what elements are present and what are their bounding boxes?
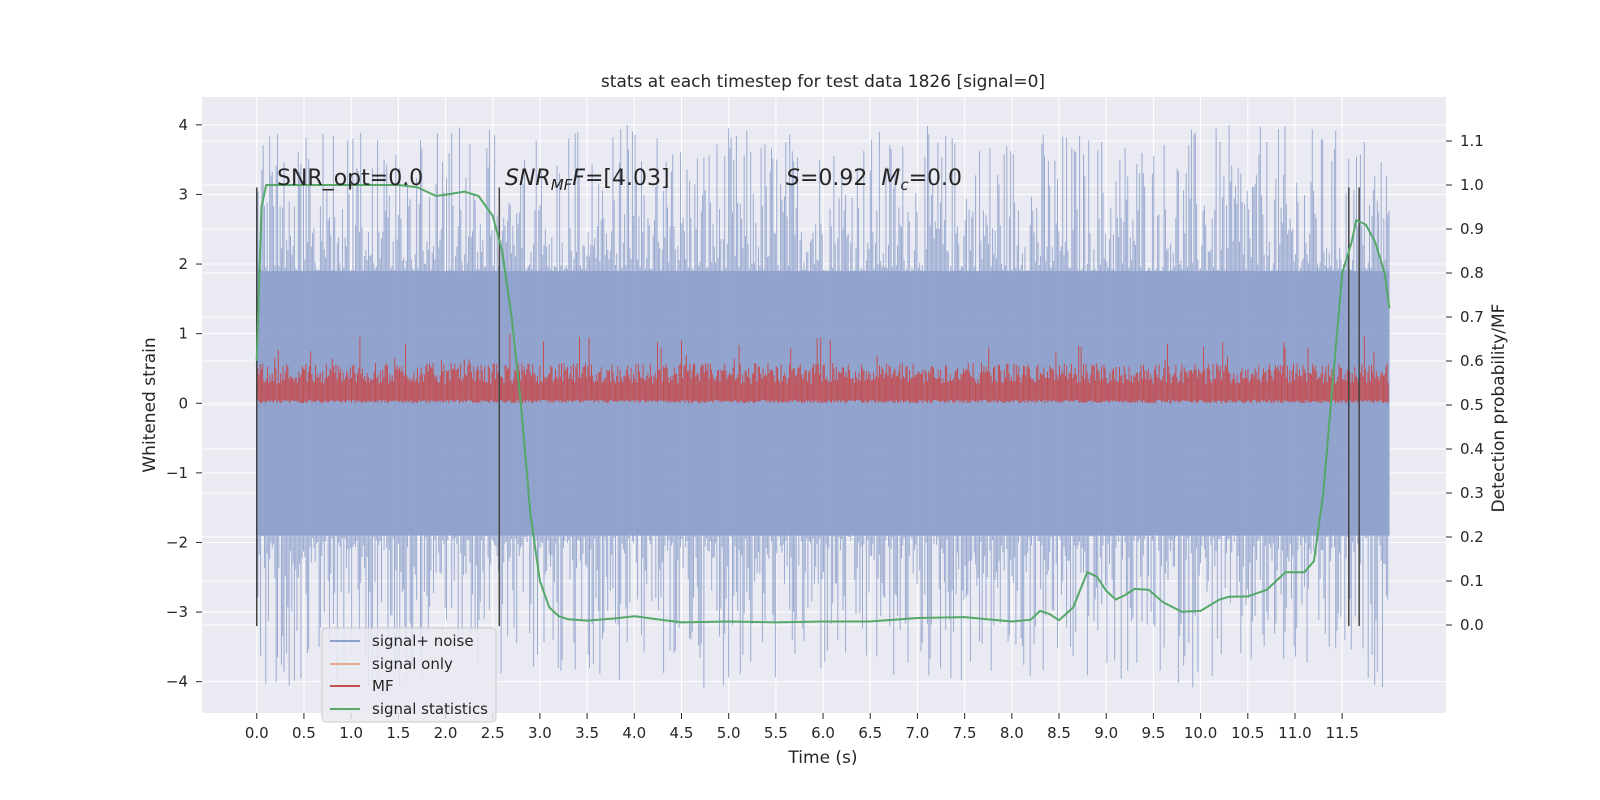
y-right-tick-label: 0.8 [1460, 264, 1484, 282]
x-tick-label: 6.5 [858, 724, 882, 742]
y-tick-label: 4 [178, 116, 188, 134]
x-tick-label: 7.5 [953, 724, 977, 742]
x-tick-label: 2.5 [481, 724, 505, 742]
legend: signal+ noise signal only MF signal stat… [321, 627, 497, 723]
x-tick-label: 0.5 [292, 724, 316, 742]
x-tick-label: 5.5 [764, 724, 788, 742]
y-right-tick-label: 1.0 [1460, 176, 1484, 194]
x-axis-label: Time (s) [787, 748, 857, 768]
x-tick-label: 10.5 [1231, 724, 1264, 742]
y-tick-label: 3 [178, 185, 188, 203]
y-tick-label: −1 [166, 464, 188, 482]
x-tick-label: 2.0 [434, 724, 458, 742]
x-tick-label: 4.0 [622, 724, 646, 742]
y-tick-label: −4 [166, 673, 188, 691]
x-tick-label: 10.0 [1184, 724, 1217, 742]
x-tick-label: 9.5 [1141, 724, 1165, 742]
x-tick-label: 8.0 [1000, 724, 1024, 742]
chart-title: stats at each timestep for test data 182… [601, 72, 1045, 92]
y-tick-label: 0 [178, 394, 188, 412]
y-right-axis-label: Detection probability/MF [1489, 304, 1509, 513]
s-mc-annotation: S=0.92 Mc=0.0 [786, 166, 962, 194]
y-right-tick-label: 0.2 [1460, 528, 1484, 546]
x-tick-label: 5.0 [717, 724, 741, 742]
snr-opt-annotation: SNR_opt=0.0 [277, 166, 423, 191]
y-tick-label: −2 [166, 533, 188, 551]
y-right-tick-label: 0.1 [1460, 572, 1484, 590]
x-tick-label: 3.0 [528, 724, 552, 742]
y-right-tick-label: 0.9 [1460, 220, 1484, 238]
event-markers [255, 187, 1360, 626]
x-tick-label: 0.0 [245, 724, 269, 742]
x-tick-label: 11.5 [1325, 724, 1358, 742]
y-right-tick-label: 0.7 [1460, 308, 1484, 326]
y-tick-label: 1 [178, 325, 188, 343]
x-tick-label: 8.5 [1047, 724, 1071, 742]
y-right-tick-label: 0.6 [1460, 352, 1484, 370]
legend-label-mf: MF [372, 677, 394, 695]
x-tick-label: 7.0 [906, 724, 930, 742]
legend-label-signal-statistics: signal statistics [372, 700, 488, 718]
y-tick-label: 2 [178, 255, 188, 273]
x-tick-label: 4.5 [670, 724, 694, 742]
y-right-tick-label: 0.3 [1460, 484, 1484, 502]
y-axis-label: Whitened strain [140, 337, 160, 472]
x-tick-label: 1.0 [339, 724, 363, 742]
x-tick-label: 3.5 [575, 724, 599, 742]
y-right-tick-label: 0.5 [1460, 396, 1484, 414]
snr-mf-annotation: SNRMFF=[4.03] [505, 166, 670, 194]
x-tick-label: 6.0 [811, 724, 835, 742]
y-right-tick-label: 0.0 [1460, 616, 1484, 634]
legend-label-signal-only: signal only [372, 655, 453, 673]
signal-statistics-series [255, 184, 1391, 624]
y-right-tick-label: 0.4 [1460, 440, 1484, 458]
y-right-axis-ticks: 1.1 1.0 0.9 0.8 0.7 0.6 0.5 0.4 0.3 0.2 0.1 0.0 [1446, 132, 1484, 634]
x-tick-label: 11.0 [1278, 724, 1311, 742]
signal-noise-series [256, 124, 1390, 688]
x-tick-label: 9.0 [1094, 724, 1118, 742]
signal-statistics-line [255, 184, 1391, 624]
y-right-tick-label: 1.1 [1460, 132, 1484, 150]
y-tick-label: −3 [166, 603, 188, 621]
x-axis-ticks: 0.0 0.5 1.0 1.5 2.0 2.5 3.0 3.5 4.0 4.5 5.0 5.5 6.0 6… [245, 713, 1359, 742]
legend-label-signal-noise: signal+ noise [372, 632, 474, 650]
y-axis-ticks: 4 3 2 1 0 −1 −2 −3 −4 [166, 116, 202, 691]
x-tick-label: 1.5 [386, 724, 410, 742]
